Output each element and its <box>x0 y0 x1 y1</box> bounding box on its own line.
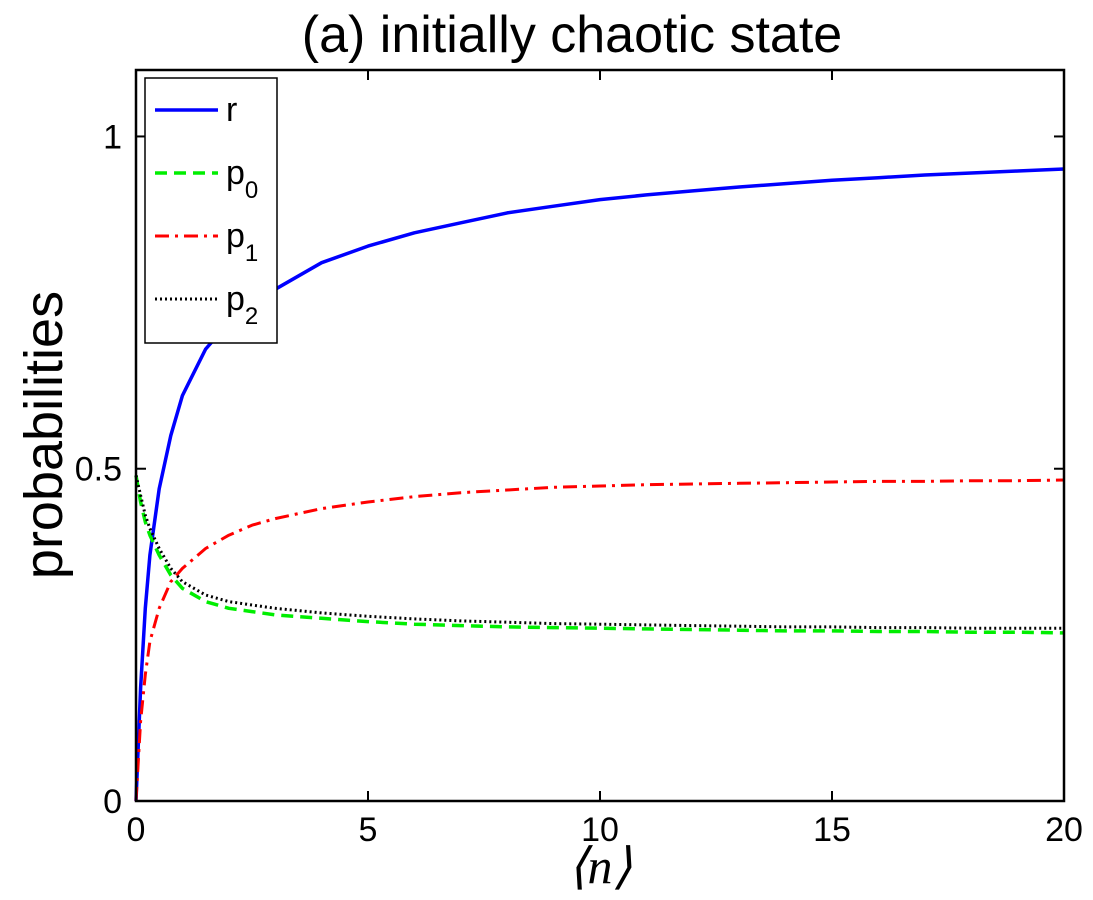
series-line-p0 <box>134 475 1065 635</box>
x-axis-label: ⟨n⟩ <box>568 838 632 894</box>
legend-subscript: 0 <box>245 177 258 204</box>
series-layer <box>134 167 1065 802</box>
legend-subscript: 2 <box>245 303 258 330</box>
series-line-r <box>134 167 1065 802</box>
x-tick-label: 15 <box>813 811 851 849</box>
chart-title: (a) initially chaotic state <box>302 6 842 64</box>
y-axis-label: probabilities <box>14 291 74 579</box>
legend-subscript: 1 <box>245 240 258 267</box>
x-tick-label: 5 <box>359 811 378 849</box>
y-tick-label: 0 <box>103 783 122 821</box>
legend-label-r: r <box>226 91 237 129</box>
series-line-p1 <box>134 478 1065 802</box>
y-tick-label: 1 <box>103 118 122 156</box>
x-tick-label: 0 <box>127 811 146 849</box>
y-tick-label: 0.5 <box>75 451 122 489</box>
x-tick-label: 10 <box>581 811 619 849</box>
x-tick-label: 20 <box>1045 811 1083 849</box>
plot-area <box>136 70 1064 801</box>
series-line-p2 <box>134 475 1064 630</box>
